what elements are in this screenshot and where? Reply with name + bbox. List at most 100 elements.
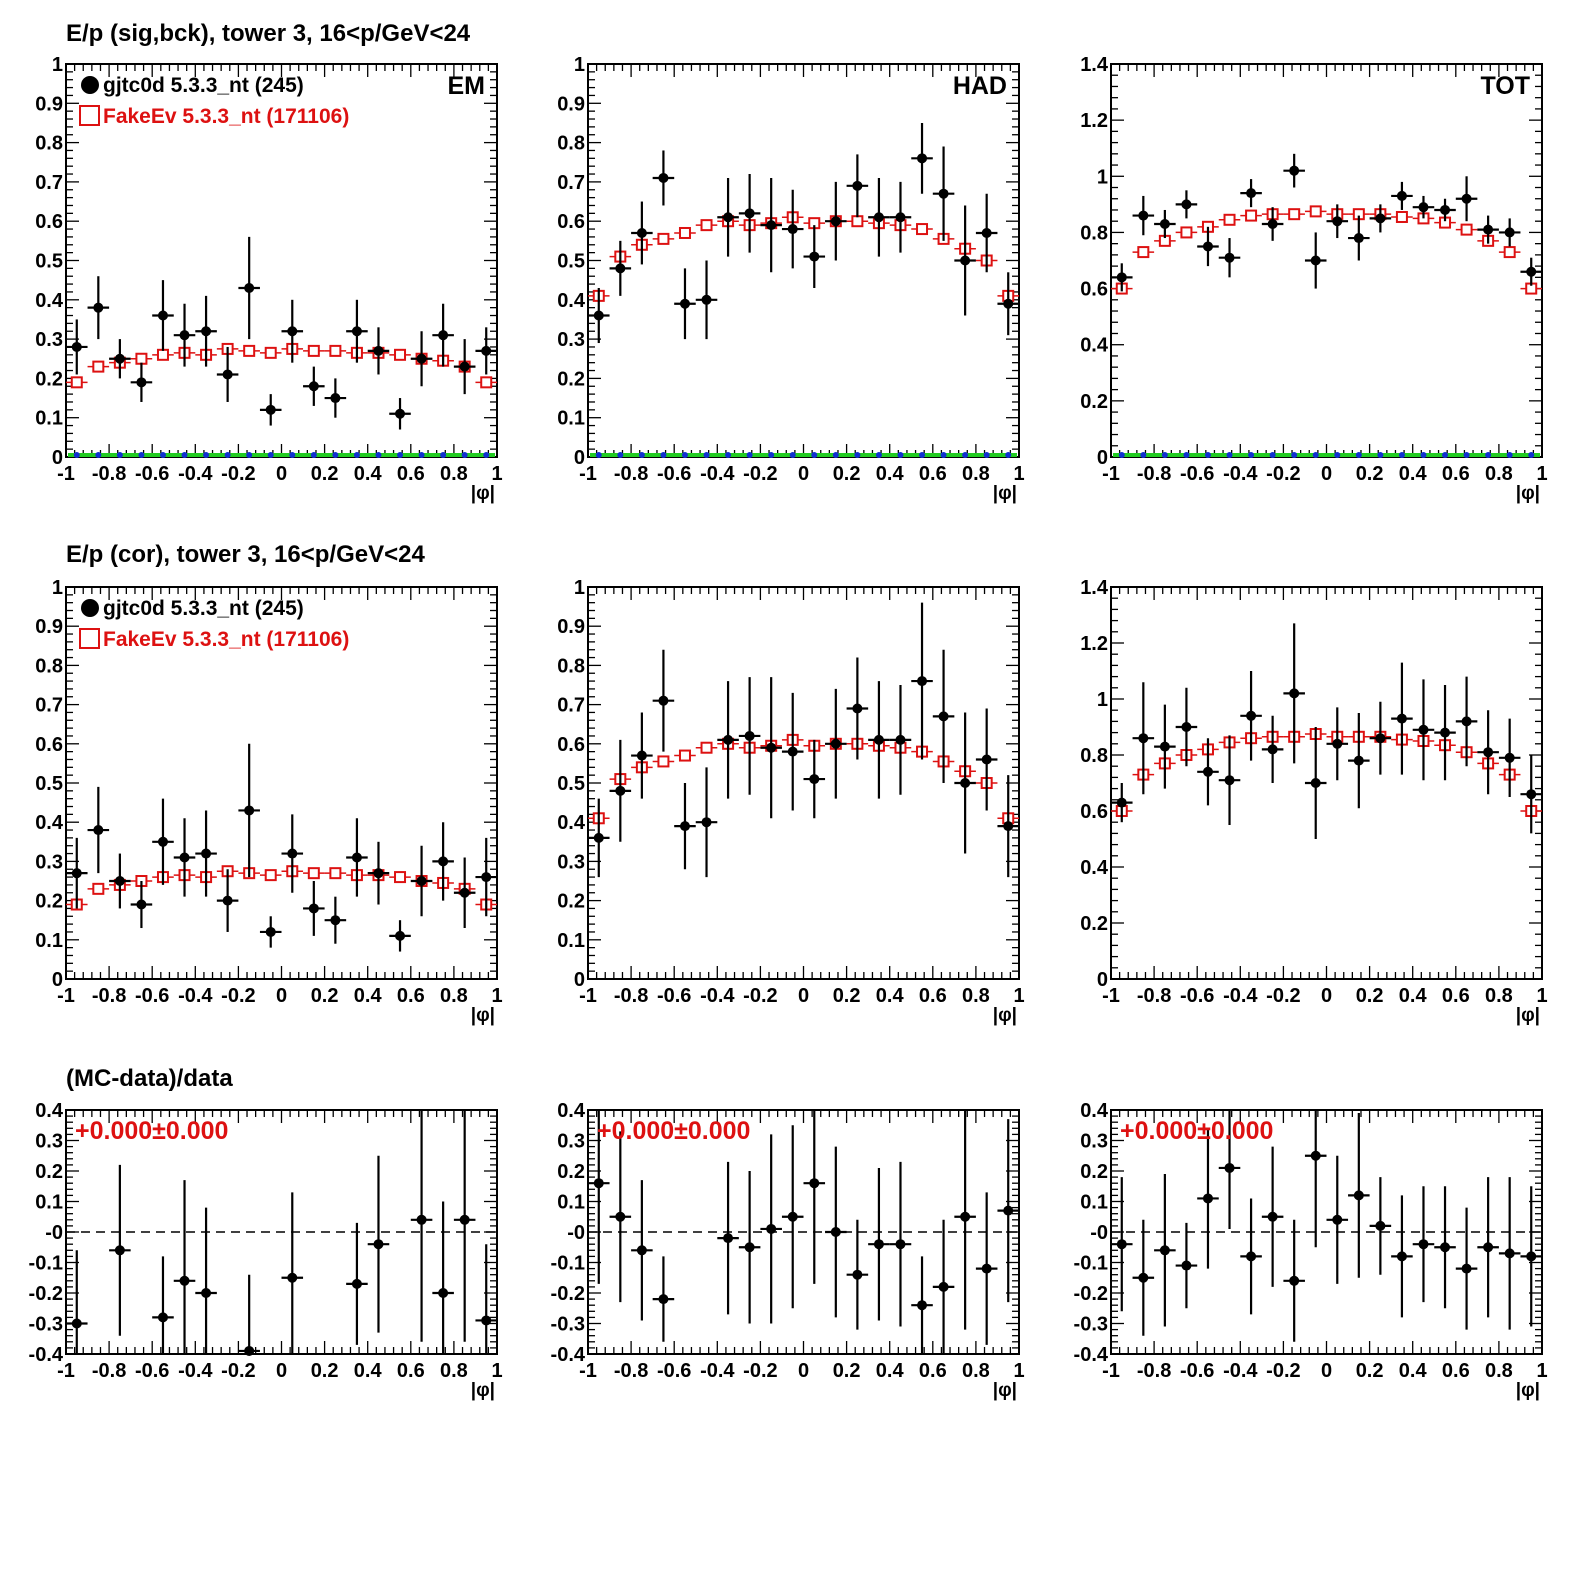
panel-ratio-em: -1 -0.8 -0.6 -0.4 -0.2 0 0.2 0.4 0.6 0.8 1|φ|-0.4-… [29,1100,503,1401]
data-point [346,1222,368,1345]
data-marker [1246,1251,1257,1262]
background-zero-point [1226,452,1233,458]
background-zero-point [1485,452,1492,458]
data-marker [1267,219,1278,230]
data-point [259,394,282,426]
data-marker [93,825,104,836]
data-marker [1440,1242,1451,1253]
x-tick-label: 0 [798,463,809,485]
data-point [932,649,955,783]
panel-label: EM [448,72,486,100]
mc-marker [678,226,691,239]
data-point [324,896,347,944]
mc-point [1283,208,1305,221]
data-marker [787,746,798,757]
data-point [66,837,88,909]
data-marker [938,1281,949,1292]
background-zero-point [289,452,296,458]
x-axis-label: |φ| [471,1005,495,1026]
x-tick-label: 0.8 [440,463,468,485]
x-tick-label: -0.2 [743,985,777,1007]
data-point [1197,738,1219,806]
data-marker [744,1242,755,1253]
data-point [1283,623,1305,764]
x-tick-label: 0.2 [1356,985,1384,1007]
data-point [1132,1219,1155,1336]
x-tick-label: -0.8 [1137,463,1171,485]
x-tick-label: -1 [1102,463,1120,485]
data-marker [873,1239,884,1250]
mc-marker [329,344,342,357]
x-tick-label: 0.8 [1485,463,1513,485]
data-marker [1310,255,1321,266]
y-tick-label: 0.9 [35,616,63,638]
background-zero-point [1398,452,1405,458]
data-marker [1267,744,1278,755]
background-zero-point [1140,452,1147,458]
background-zero-point [940,452,947,458]
data-marker [701,817,712,828]
x-tick-label: -1 [57,1360,75,1382]
y-tick-label: -0 [1090,1222,1108,1244]
data-point [195,1207,217,1354]
legend-data-label: gjtc0d 5.3.3_nt (245) [103,597,304,620]
data-marker [416,876,427,886]
y-tick-label: 0.2 [1080,391,1108,413]
panel-cor-tot: -1 -0.8 -0.6 -0.4 -0.2 0 0.2 0.4 0.6 0.8 1|φ|00.20… [1080,577,1547,1026]
background-zero-point [725,452,732,458]
data-point [738,1171,761,1324]
data-point [346,818,368,897]
x-tick-label: 0.8 [1485,1360,1513,1382]
data-point [631,712,653,799]
background-zero-point [1204,452,1211,458]
y-tick-label: 0.1 [557,930,585,952]
data-point [303,366,325,406]
y-tick-label: 0.6 [35,734,63,756]
data-marker [395,930,406,941]
y-tick-label: 0.9 [35,93,63,115]
data-marker [1289,688,1300,699]
x-tick-label: 0.6 [397,463,425,485]
x-axis-label: |φ| [471,483,495,504]
data-point [997,272,1019,336]
data-point [738,174,761,253]
mc-marker [916,223,929,236]
mc-point [652,755,675,768]
data-point [259,916,282,948]
background-zero-point [768,452,775,458]
mc-point [475,376,497,389]
data-marker [809,774,820,785]
x-tick-label: -0.8 [92,463,126,485]
y-tick-label: -0.4 [551,1344,586,1366]
x-tick-label: -1 [579,985,597,1007]
x-tick-label: 0.6 [1442,1360,1470,1382]
data-marker [658,1294,669,1305]
y-tick-label: 0.4 [1080,857,1109,879]
mc-point [1240,209,1262,222]
x-tick-label: -0.6 [1180,985,1214,1007]
x-tick-label: -0.8 [92,985,126,1007]
mc-marker [700,741,713,754]
mc-marker [307,867,320,880]
data-marker [1440,204,1451,215]
background-zero-point [703,452,710,458]
y-tick-label: 0.1 [557,408,585,430]
data-marker [766,742,777,753]
x-tick-label: 0.8 [962,985,990,1007]
y-tick-label: 0.3 [35,851,63,873]
background-zero-point [181,452,188,458]
mc-marker [851,215,864,228]
data-marker [179,852,190,863]
data-marker [1375,1220,1386,1231]
x-axis-label: |φ| [1516,1380,1540,1401]
data-marker [1418,1239,1429,1250]
y-tick-label: 0.3 [1080,1131,1108,1153]
data-point [1304,1110,1327,1248]
background-zero-point [95,452,102,458]
data-point [410,1110,433,1342]
data-marker [1526,266,1537,277]
background-zero-point [897,452,904,458]
background-zero-point [983,452,990,458]
data-point [1455,176,1478,222]
data-point [609,1131,632,1303]
